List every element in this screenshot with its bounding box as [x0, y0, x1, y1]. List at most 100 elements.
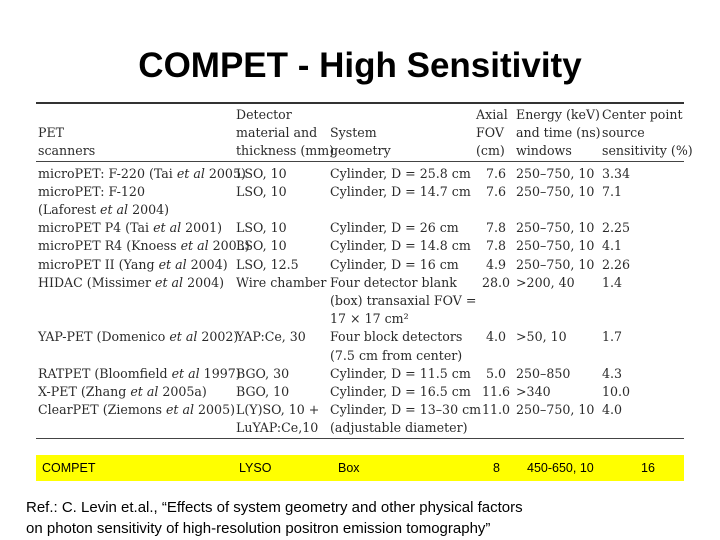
- header-line: source: [602, 125, 645, 141]
- compet-energy-cell: 450-650, 10: [527, 461, 594, 475]
- energy-cell: 250–750, 10: [516, 256, 595, 272]
- header-energy-time-windows: Energy (keV) and time (ns) windows: [516, 104, 602, 161]
- header-line: Energy (keV): [516, 107, 600, 122]
- table-row: RATPET (Bloomfield et al 1997) BGO, 30 Cyl…: [36, 365, 684, 383]
- detector-cell: [236, 201, 330, 219]
- table-row: YAP-PET (Domenico et al 2002) YAP:Ce, 30 F…: [36, 328, 684, 364]
- table-row: ClearPET (Ziemons et al 2005) L(Y)SO, 10 …: [36, 401, 684, 437]
- detector-cell: LSO, 10: [236, 183, 287, 199]
- compet-sensitivity-cell: 16: [641, 461, 655, 475]
- energy-cell: 250–850: [516, 365, 571, 381]
- detector-cell: Wire chamber: [236, 274, 327, 290]
- reference-line-2: on photon sensitivity of high-resolution…: [26, 520, 491, 537]
- compet-fov-cell: 8: [493, 461, 500, 475]
- scanner-cell: microPET II (Yang et al 2004): [38, 256, 228, 272]
- geometry-cell: Cylinder, D = 26 cm: [330, 220, 459, 236]
- compet-detector-cell: LYSO: [239, 461, 272, 475]
- compet-scanner-cell: COMPET: [42, 461, 96, 475]
- fov-cell: [476, 201, 516, 219]
- sensitivity-cell: 4.3: [602, 365, 623, 381]
- header-axial-fov: Axial FOV (cm): [476, 104, 516, 161]
- detector-cell: LSO, 12.5: [236, 256, 299, 272]
- energy-cell: 250–750, 10: [516, 238, 595, 254]
- geometry-cell: [330, 201, 476, 219]
- scanner-cell: microPET R4 (Knoess et al 2003): [38, 238, 250, 254]
- geometry-cell: Cylinder, D = 14.8 cm: [330, 238, 471, 254]
- header-line: geometry: [330, 143, 391, 159]
- scanner-cell: X-PET (Zhang et al 2005a): [38, 384, 207, 400]
- energy-cell: [516, 201, 602, 219]
- geometry-cell: Cylinder, D = 14.7 cm: [330, 183, 471, 199]
- header-center-sensitivity: Center point source sensitivity (%): [602, 104, 693, 161]
- sensitivity-cell: 2.26: [602, 256, 631, 272]
- table-row: microPET P4 (Tai et al 2001) LSO, 10 Cylin…: [36, 219, 684, 237]
- energy-cell: 250–750, 10: [516, 165, 595, 181]
- fov-cell: 11.6: [481, 384, 511, 400]
- compet-geometry-cell: Box: [338, 461, 360, 475]
- table-row: microPET R4 (Knoess et al 2003) LSO, 10 Cy…: [36, 237, 684, 255]
- scanner-cell: ClearPET (Ziemons et al 2005): [38, 402, 235, 418]
- detector-cell: LSO, 10: [236, 165, 287, 181]
- table-row: HIDAC (Missimer et al 2004) Wire chamber F…: [36, 274, 684, 329]
- detector-cell: BGO, 30: [236, 365, 290, 381]
- table-row: (Laforest et al 2004): [36, 201, 684, 219]
- pet-scanner-comparison-table: PET scanners Detector material and thickness…: [36, 102, 693, 439]
- header-line: windows: [516, 143, 572, 159]
- fov-cell: 11.0: [481, 402, 511, 418]
- header-line: thickness (mm): [236, 143, 335, 159]
- table-header-row: PET scanners Detector material and thickness…: [36, 104, 693, 161]
- table-row: microPET: F-120 LSO, 10 Cylinder, D = 14.7…: [36, 183, 684, 201]
- header-detector: Detector material and thickness (mm): [236, 104, 335, 161]
- detector-cell: BGO, 10: [236, 384, 290, 400]
- reference-citation: Ref.: C. Levin et.al., “Effects of syste…: [26, 497, 706, 539]
- scanner-cell: microPET: F-120: [38, 183, 145, 199]
- table-row: microPET II (Yang et al 2004) LSO, 12.5 Cy…: [36, 256, 684, 274]
- table-body: microPET: F-220 (Tai et al 2005) LSO, 10 C…: [36, 162, 684, 438]
- sensitivity-cell: 7.1: [602, 183, 623, 199]
- sensitivity-cell: 1.7: [602, 329, 623, 345]
- energy-cell: >340: [516, 384, 551, 400]
- header-system-geometry: System geometry: [330, 104, 476, 161]
- detector-cell: LSO, 10: [236, 238, 287, 254]
- header-line: and time (ns): [516, 125, 601, 141]
- geometry-cell: Cylinder, D = 13–30 cm (adjustable diamet…: [330, 402, 482, 436]
- energy-cell: 250–750, 10: [516, 220, 595, 236]
- header-line: scanners: [38, 143, 96, 159]
- fov-cell: 7.6: [485, 165, 507, 181]
- geometry-cell: Cylinder, D = 25.8 cm: [330, 165, 471, 181]
- fov-cell: 7.8: [485, 220, 507, 236]
- energy-cell: >50, 10: [516, 329, 567, 345]
- table-bottom-rule: [36, 437, 684, 439]
- header-line: System: [330, 125, 377, 141]
- geometry-cell: Cylinder, D = 16 cm: [330, 256, 459, 272]
- sensitivity-cell: 3.34: [602, 165, 631, 181]
- header-line: Axial: [476, 107, 508, 122]
- scanner-cell: YAP-PET (Domenico et al 2002): [38, 329, 239, 345]
- geometry-cell: Cylinder, D = 11.5 cm: [330, 365, 471, 381]
- detector-cell: LSO, 10: [236, 220, 287, 236]
- scanner-cell: HIDAC (Missimer et al 2004): [38, 274, 225, 290]
- scanner-cell: RATPET (Bloomfield et al 1997): [38, 365, 241, 381]
- header-line: material and: [236, 125, 318, 141]
- header-line: sensitivity (%): [602, 143, 693, 159]
- fov-cell: 4.9: [485, 256, 507, 272]
- header-line: Detector: [236, 107, 292, 122]
- fov-cell: 5.0: [485, 365, 507, 381]
- slide-title: COMPET - High Sensitivity: [138, 46, 582, 85]
- header-line: PET: [38, 125, 65, 141]
- table-header-rule: [36, 160, 684, 162]
- header-line: FOV: [476, 125, 504, 141]
- reference-line-1: Ref.: C. Levin et.al., “Effects of syste…: [26, 499, 523, 516]
- fov-cell: 7.6: [485, 183, 507, 199]
- sensitivity-cell: 2.25: [602, 220, 631, 236]
- geometry-cell: Cylinder, D = 16.5 cm: [330, 384, 471, 400]
- sensitivity-cell: [602, 201, 684, 219]
- header-pet-scanners: PET scanners: [36, 104, 236, 161]
- sensitivity-cell: 4.0: [602, 402, 623, 418]
- detector-cell: YAP:Ce, 30: [236, 329, 306, 345]
- geometry-cell: Four block detectors (7.5 cm from center): [330, 329, 463, 363]
- sensitivity-cell: 10.0: [602, 384, 631, 400]
- header-line: (cm): [476, 143, 505, 159]
- table-top-rule: [36, 102, 684, 104]
- table-row: microPET: F-220 (Tai et al 2005) LSO, 10 C…: [36, 162, 684, 183]
